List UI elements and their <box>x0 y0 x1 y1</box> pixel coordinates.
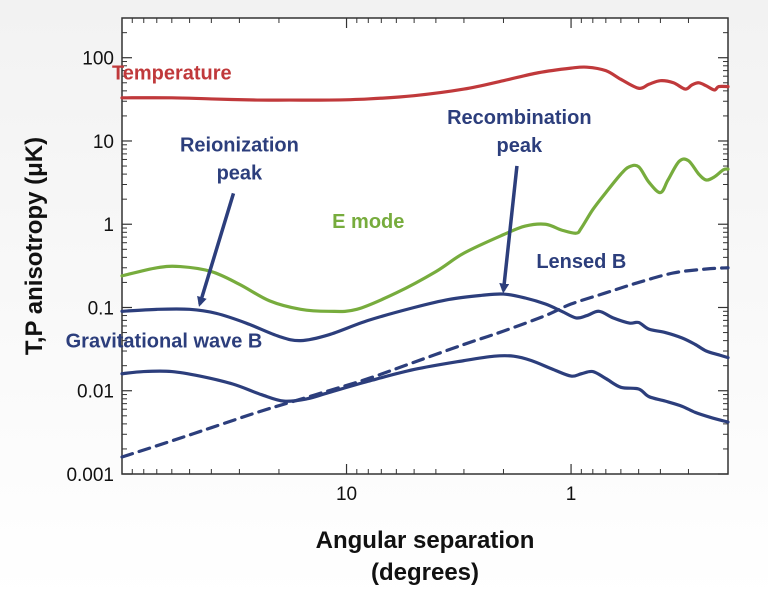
series-layer <box>120 65 730 459</box>
annotation-arrow-reionization-peak <box>197 192 236 307</box>
y-axis-title: T,P anisotropy (μK) <box>21 137 48 355</box>
annotation-lensed-b-line: Lensed B <box>536 251 626 273</box>
x-tick-label: 1 <box>566 484 577 505</box>
axis-ticks: 100 10 1 0.1 0.01 0.001 10 1 <box>66 17 729 505</box>
annotation-layer: Temperature E mode Lensed B Gravitational w… <box>66 62 627 352</box>
y-tick-label: 0.001 <box>66 465 114 486</box>
x-axis-title-line2: (degrees) <box>371 559 479 586</box>
series-line-4 <box>120 266 730 459</box>
annotation-reionization-peak: Reionization peak <box>180 134 299 184</box>
annotation-e-mode: E mode <box>332 211 404 233</box>
annotation-e-mode-line: E mode <box>332 211 404 233</box>
annotation-temperature-line: Temperature <box>112 62 232 84</box>
x-axis-title-line1: Angular separation <box>316 527 535 554</box>
annotation-gravitational-wave-b-line: Gravitational wave B <box>66 331 263 353</box>
series-line-0 <box>120 65 730 102</box>
y-tick-label: 1 <box>103 215 114 236</box>
annotation-recombination-peak-line: Recombination <box>447 107 591 129</box>
annotation-gravitational-wave-b: Gravitational wave B <box>66 331 263 353</box>
annotation-arrow-recombination-peak <box>499 165 519 294</box>
annotation-reionization-peak-line: peak <box>217 162 263 184</box>
y-tick-label: 10 <box>93 132 114 153</box>
y-tick-label: 0.01 <box>77 382 114 403</box>
annotation-recombination-peak-line: peak <box>497 135 543 157</box>
annotation-temperature: Temperature <box>112 62 232 84</box>
annotation-recombination-peak: Recombination peak <box>447 107 591 157</box>
x-tick-label: 10 <box>336 484 357 505</box>
series-line-1 <box>120 157 730 314</box>
annotation-lensed-b: Lensed B <box>536 251 626 273</box>
series-line-2 <box>120 292 730 360</box>
y-tick-label: 100 <box>82 49 114 70</box>
annotation-reionization-peak-line: Reionization <box>180 134 299 156</box>
series-line-3 <box>120 354 730 424</box>
y-tick-label: 0.1 <box>88 298 114 319</box>
